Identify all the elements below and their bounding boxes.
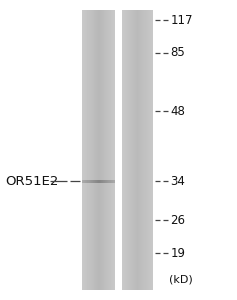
Bar (138, 10, 140, 290)
Bar (83, 180, 84, 183)
Text: 48: 48 (170, 105, 185, 118)
Bar (130, 10, 132, 290)
Bar (125, 10, 126, 290)
Bar (134, 10, 136, 290)
Bar (146, 10, 148, 290)
Bar (86, 180, 88, 183)
Bar (84, 180, 86, 183)
Bar (111, 180, 112, 183)
Bar (135, 10, 137, 290)
Bar (97, 10, 99, 290)
Bar (104, 10, 105, 290)
Bar (132, 10, 133, 290)
Bar (86, 10, 88, 290)
Bar (95, 10, 96, 290)
Bar (85, 10, 87, 290)
Bar (126, 10, 127, 290)
Bar (142, 10, 144, 290)
Bar (114, 10, 115, 290)
Bar (84, 10, 86, 290)
Bar (106, 10, 108, 290)
Bar (124, 10, 125, 290)
Bar (82, 10, 83, 290)
Bar (89, 180, 90, 183)
Bar (83, 10, 84, 290)
Bar (137, 10, 139, 290)
Bar (127, 10, 128, 290)
Bar (143, 10, 145, 290)
Bar (131, 10, 132, 290)
Bar (100, 10, 101, 290)
Bar (111, 10, 112, 290)
Bar (96, 10, 98, 290)
Bar (113, 10, 114, 290)
Bar (113, 180, 114, 183)
Bar (106, 180, 108, 183)
Bar (107, 180, 109, 183)
Text: 26: 26 (170, 214, 185, 227)
Bar (96, 180, 98, 183)
Bar (92, 180, 93, 183)
Bar (112, 180, 113, 183)
Bar (89, 10, 90, 290)
Bar (136, 10, 138, 290)
Bar (102, 10, 103, 290)
Text: 85: 85 (170, 46, 185, 59)
Bar (109, 180, 111, 183)
Bar (98, 10, 100, 290)
Bar (105, 10, 106, 290)
Bar (90, 180, 91, 183)
Bar (90, 10, 91, 290)
Bar (87, 10, 89, 290)
Bar (108, 180, 110, 183)
Text: 34: 34 (170, 175, 185, 188)
Bar (93, 10, 94, 290)
Bar (104, 180, 105, 183)
Bar (94, 10, 96, 290)
Bar (129, 10, 130, 290)
Bar (140, 10, 142, 290)
Bar (149, 10, 150, 290)
Bar (139, 10, 141, 290)
Bar (109, 10, 111, 290)
Bar (92, 10, 93, 290)
Bar (95, 180, 96, 183)
Bar (82, 180, 83, 183)
Bar (133, 10, 135, 290)
Bar (148, 10, 149, 290)
Bar (103, 180, 104, 183)
Bar (101, 180, 102, 183)
Bar (101, 10, 102, 290)
Bar (85, 180, 87, 183)
Bar (100, 180, 101, 183)
Text: 117: 117 (170, 14, 193, 27)
Text: (kD): (kD) (169, 275, 193, 285)
Bar (105, 180, 106, 183)
Bar (141, 10, 143, 290)
Bar (146, 10, 147, 290)
Bar (102, 180, 103, 183)
Bar (145, 10, 146, 290)
Bar (123, 10, 124, 290)
Bar (91, 10, 92, 290)
Bar (103, 10, 104, 290)
Text: OR51E2: OR51E2 (5, 175, 59, 188)
Bar (128, 10, 129, 290)
Bar (91, 180, 92, 183)
Bar (122, 10, 123, 290)
Bar (150, 10, 151, 290)
Bar (87, 180, 89, 183)
Bar (151, 10, 152, 290)
Bar (114, 180, 115, 183)
Bar (152, 10, 153, 290)
Bar (98, 180, 100, 183)
Bar (107, 10, 109, 290)
Bar (97, 180, 99, 183)
Bar (108, 10, 110, 290)
Bar (94, 180, 96, 183)
Bar (112, 10, 113, 290)
Text: 19: 19 (170, 247, 185, 260)
Bar (93, 180, 94, 183)
